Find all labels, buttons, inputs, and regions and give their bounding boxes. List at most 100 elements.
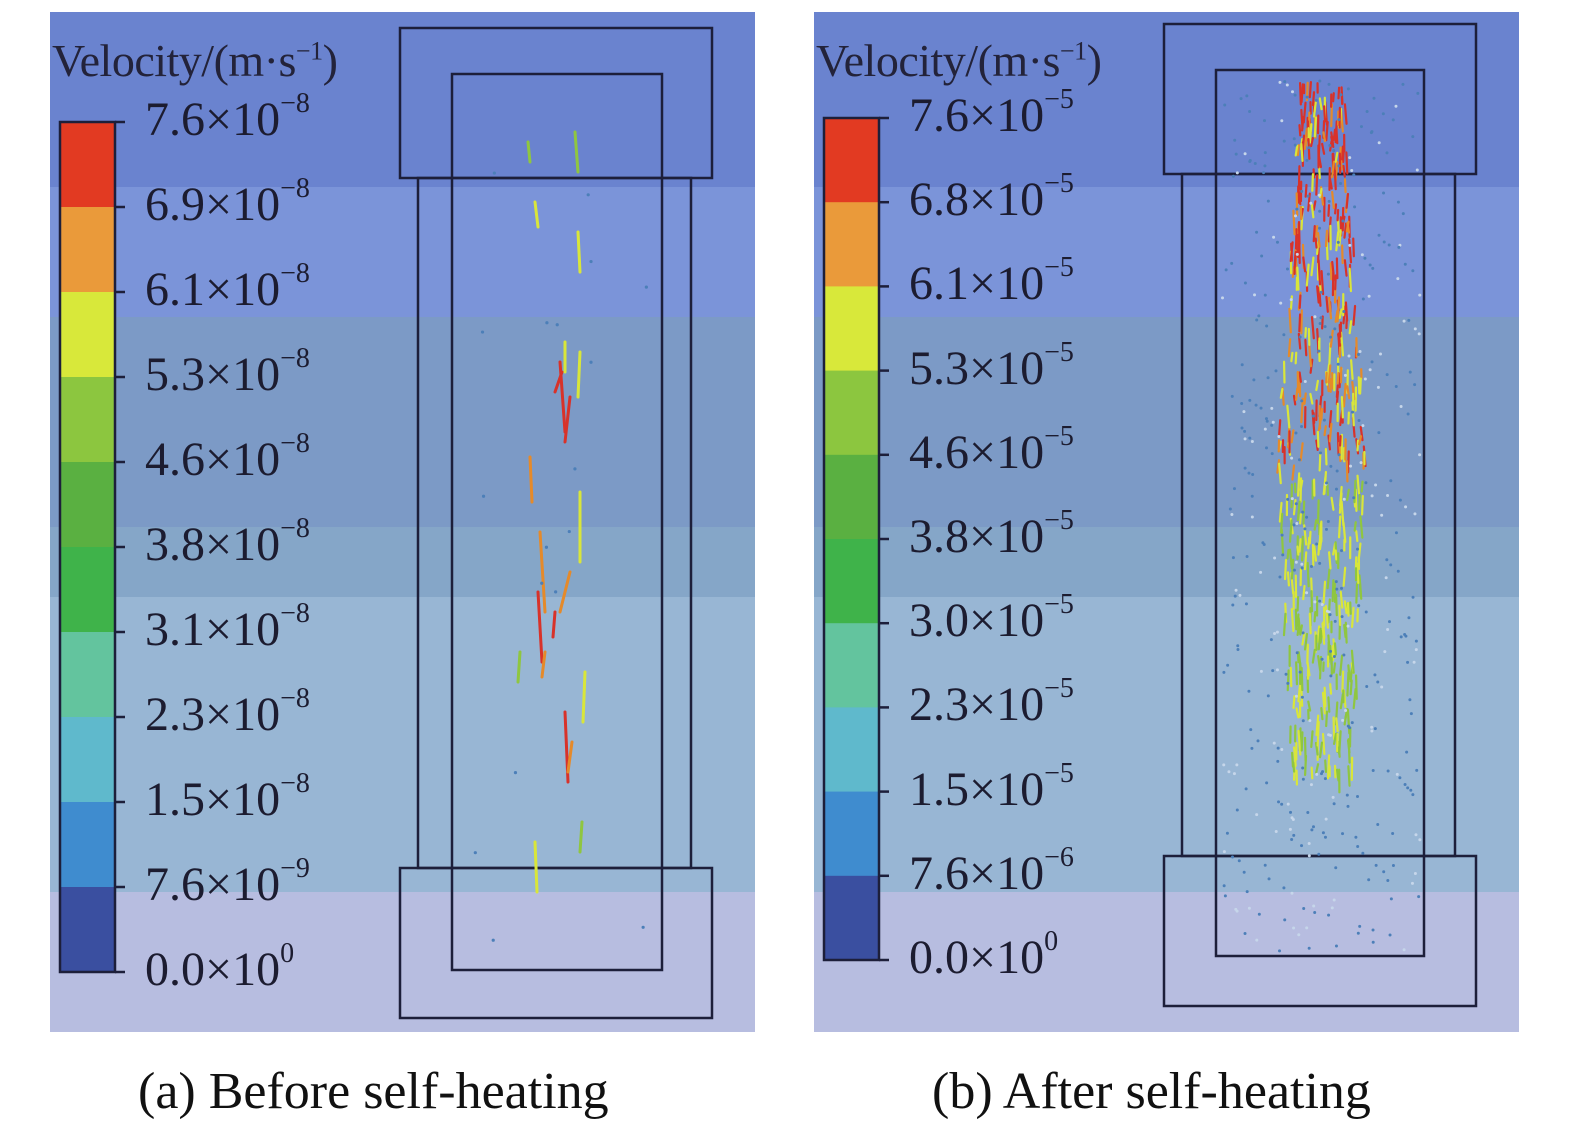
velocity-vector: [1297, 681, 1302, 703]
velocity-vector: [1339, 654, 1344, 676]
velocity-point: [1317, 349, 1321, 353]
legend-title: Velocity/(m·s−1): [816, 35, 1102, 86]
velocity-vector: [1334, 274, 1337, 291]
velocity-point: [1225, 831, 1229, 835]
velocity-vector: [1338, 323, 1342, 338]
velocity-vector: [1359, 515, 1364, 539]
velocity-point: [1339, 182, 1343, 186]
velocity-vector: [1292, 209, 1296, 236]
velocity-point: [1346, 624, 1350, 628]
velocity-vector: [1334, 593, 1338, 617]
velocity-vector: [1299, 624, 1304, 635]
velocity-point: [544, 545, 549, 549]
velocity-vector: [533, 200, 540, 229]
velocity-point: [1385, 373, 1389, 377]
velocity-point: [491, 938, 495, 942]
velocity-point: [1247, 689, 1251, 693]
velocity-point: [1329, 649, 1333, 653]
velocity-vector: [1334, 120, 1338, 144]
velocity-vector: [1325, 710, 1329, 728]
velocity-point: [1345, 793, 1349, 797]
colorbar-tick-label: 6.1×10−8: [145, 258, 310, 316]
velocity-point: [1292, 568, 1296, 572]
velocity-vector: [1307, 700, 1312, 712]
velocity-point: [1294, 214, 1298, 218]
inner-column: [450, 72, 664, 972]
velocity-vector: [1317, 627, 1322, 651]
velocity-vector: [1325, 120, 1329, 142]
velocity-vector: [536, 590, 544, 664]
colorbar-segment: [60, 632, 115, 718]
velocity-point: [1351, 410, 1355, 414]
colorbar-segment: [60, 122, 115, 208]
velocity-point: [555, 323, 559, 327]
velocity-point: [1230, 855, 1234, 859]
velocity-vector: [1316, 720, 1320, 747]
velocity-vector: [1312, 225, 1316, 243]
velocity-vector: [1326, 363, 1331, 382]
velocity-vector: [1350, 649, 1355, 674]
velocity-point: [1294, 502, 1298, 506]
velocity-vector: [1346, 708, 1351, 735]
velocity-vector: [1294, 144, 1299, 157]
velocity-point: [1295, 207, 1299, 211]
velocity-point: [1290, 456, 1294, 460]
velocity-vector: [1290, 351, 1294, 363]
velocity-vector: [1318, 97, 1323, 111]
velocity-vector: [576, 230, 582, 274]
velocity-point: [1352, 173, 1356, 177]
velocity-vector: [1301, 631, 1306, 646]
velocity-point: [1347, 354, 1351, 358]
velocity-point: [1271, 420, 1275, 424]
velocity-point: [1332, 149, 1336, 153]
colorbar-segment: [824, 454, 879, 540]
velocity-vector: [1338, 229, 1342, 247]
velocity-point: [1332, 654, 1336, 658]
velocity-point: [1305, 95, 1309, 99]
velocity-point: [1301, 777, 1305, 781]
velocity-vector: [1331, 190, 1335, 210]
velocity-point: [1295, 252, 1299, 256]
velocity-vector: [1278, 501, 1283, 523]
velocity-point: [1309, 201, 1313, 205]
legend-title: Velocity/(m·s−1): [52, 35, 338, 86]
velocity-point: [1260, 254, 1264, 258]
background-band: [50, 12, 755, 187]
colorbar-segment: [60, 292, 115, 378]
velocity-vector: [1298, 294, 1302, 309]
colorbar-tick-label: 0.0×100: [909, 926, 1059, 984]
velocity-vector: [1320, 407, 1324, 421]
velocity-vector: [1337, 746, 1341, 758]
velocity-point: [1318, 209, 1322, 213]
background-bands: [814, 12, 1519, 1032]
velocity-point: [1402, 948, 1406, 952]
velocity-vector: [1359, 377, 1362, 395]
velocity-point: [1253, 162, 1257, 166]
velocity-point: [1356, 794, 1360, 798]
velocity-vector: [1353, 521, 1357, 532]
velocity-point: [1272, 741, 1276, 745]
velocity-point: [1382, 191, 1386, 195]
velocity-vector: [1303, 551, 1308, 571]
velocity-point: [1238, 593, 1242, 597]
velocity-vector: [1336, 219, 1340, 233]
velocity-point: [1408, 698, 1412, 702]
velocity-point: [1372, 96, 1376, 100]
velocity-point: [1399, 635, 1403, 639]
velocity-point: [1250, 439, 1254, 443]
velocity-vector: [1303, 392, 1307, 405]
velocity-point: [1230, 394, 1234, 398]
colorbar-segment: [60, 802, 115, 888]
velocity-point: [1377, 233, 1381, 237]
velocity-point: [1389, 479, 1393, 483]
velocity-point: [1363, 256, 1367, 260]
velocity-point: [1402, 319, 1406, 323]
velocity-point: [1367, 294, 1371, 298]
colorbar-tick-label: 3.1×10−8: [145, 598, 310, 656]
velocity-vector: [1297, 165, 1301, 191]
colorbar-segment: [824, 118, 879, 203]
velocity-vector: [563, 395, 572, 444]
velocity-vector: [1290, 558, 1295, 580]
velocity-point: [1250, 515, 1254, 519]
colorbar-tick-label: 6.9×10−8: [145, 173, 310, 231]
